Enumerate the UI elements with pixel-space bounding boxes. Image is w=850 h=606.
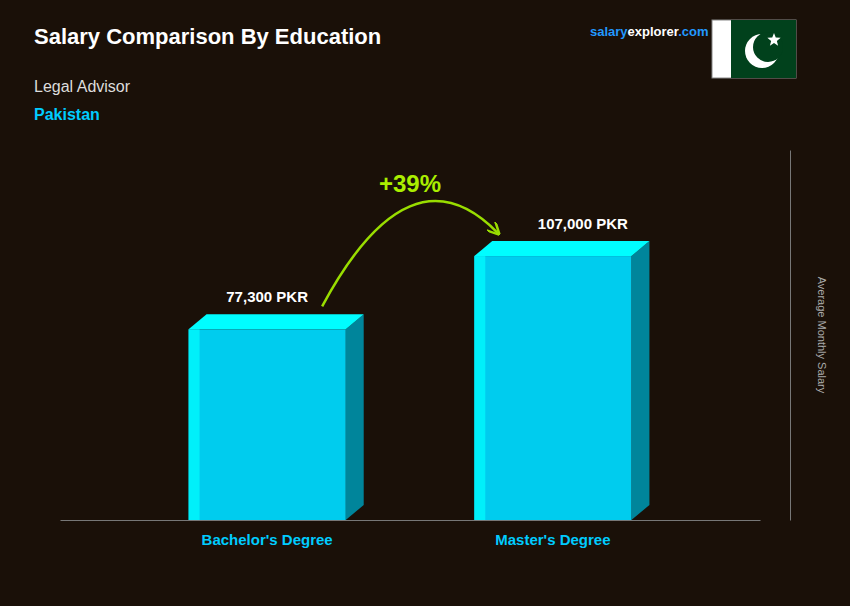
y-axis-line xyxy=(790,151,791,521)
bar-side xyxy=(631,241,649,520)
flag xyxy=(712,20,796,78)
y-label: Average Monthly Salary xyxy=(816,277,828,394)
watermark: salaryexplorer.com xyxy=(590,24,709,39)
change-label: +39% xyxy=(379,170,441,197)
watermark-part: explorer xyxy=(628,24,679,39)
bar-shine xyxy=(474,256,485,520)
x-tick-label: Bachelor's Degree xyxy=(202,531,333,548)
x-axis: Bachelor's Degree Master's Degree xyxy=(61,521,761,548)
flag-crescent-mask xyxy=(753,32,783,62)
bar-shine xyxy=(189,329,200,520)
x-tick: Master's Degree xyxy=(495,531,610,548)
bar-group xyxy=(474,241,649,520)
watermark-part: salary xyxy=(590,24,628,39)
country: Pakistan xyxy=(34,106,100,123)
title: Salary Comparison By Education xyxy=(34,24,381,49)
bars xyxy=(189,241,650,520)
flag-star xyxy=(767,33,780,46)
bar-top xyxy=(189,314,364,329)
y-axis xyxy=(790,151,791,521)
change-arrow xyxy=(322,201,498,306)
background xyxy=(0,0,850,606)
bar xyxy=(474,256,631,520)
x-tick-label: Master's Degree xyxy=(495,531,610,548)
data-label: 107,000 PKR xyxy=(538,215,628,232)
bar-group xyxy=(189,314,364,520)
bar xyxy=(189,329,346,520)
x-tick: Bachelor's Degree xyxy=(202,531,333,548)
watermark-part: .com xyxy=(678,24,708,39)
flag-field xyxy=(731,20,796,78)
subtitle: Legal Advisor xyxy=(34,78,131,95)
data-label: 77,300 PKR xyxy=(226,288,308,305)
chart: Salary Comparison By Education Legal Advi… xyxy=(0,0,850,606)
bar-top xyxy=(474,241,649,256)
flag-border xyxy=(712,20,796,78)
bar-side xyxy=(346,314,364,520)
x-axis-line xyxy=(61,520,761,521)
